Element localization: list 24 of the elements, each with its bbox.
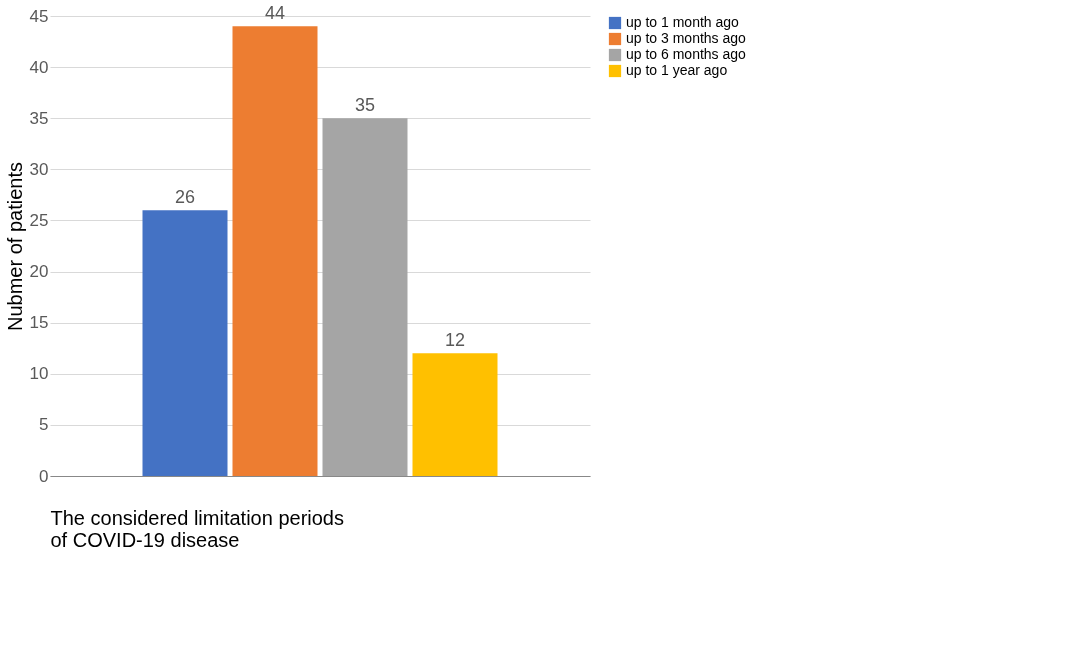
y-tick-label: 35 [29,108,49,128]
legend-label: up to 1 year ago [626,62,728,78]
y-tick-label: 5 [39,415,49,435]
data-label: 26 [174,187,196,208]
legend-label: up to 1 month ago [626,14,740,30]
legend-label: up to 6 months ago [626,46,747,62]
y-tick-label: 25 [29,210,49,230]
x-axis-title: The considered limitation periods of COVID-19 disease [50,506,344,551]
bar [412,353,498,476]
y-axis-title: Nubmer of patients [3,162,26,331]
bar [142,210,228,476]
y-tick-label: 10 [29,364,49,384]
y-tick-label: 30 [29,159,49,179]
data-label: 44 [264,3,286,24]
y-tick-label: 20 [29,262,49,282]
y-tick-label: 40 [29,57,49,77]
data-label: 35 [354,95,376,116]
bar [322,118,408,476]
y-tick-label: 15 [29,313,49,333]
legend-label: up to 3 months ago [626,30,747,46]
y-tick-label: 45 [29,6,49,26]
y-tick-label: 0 [39,466,49,486]
bar [232,26,318,476]
data-label: 12 [444,330,466,351]
